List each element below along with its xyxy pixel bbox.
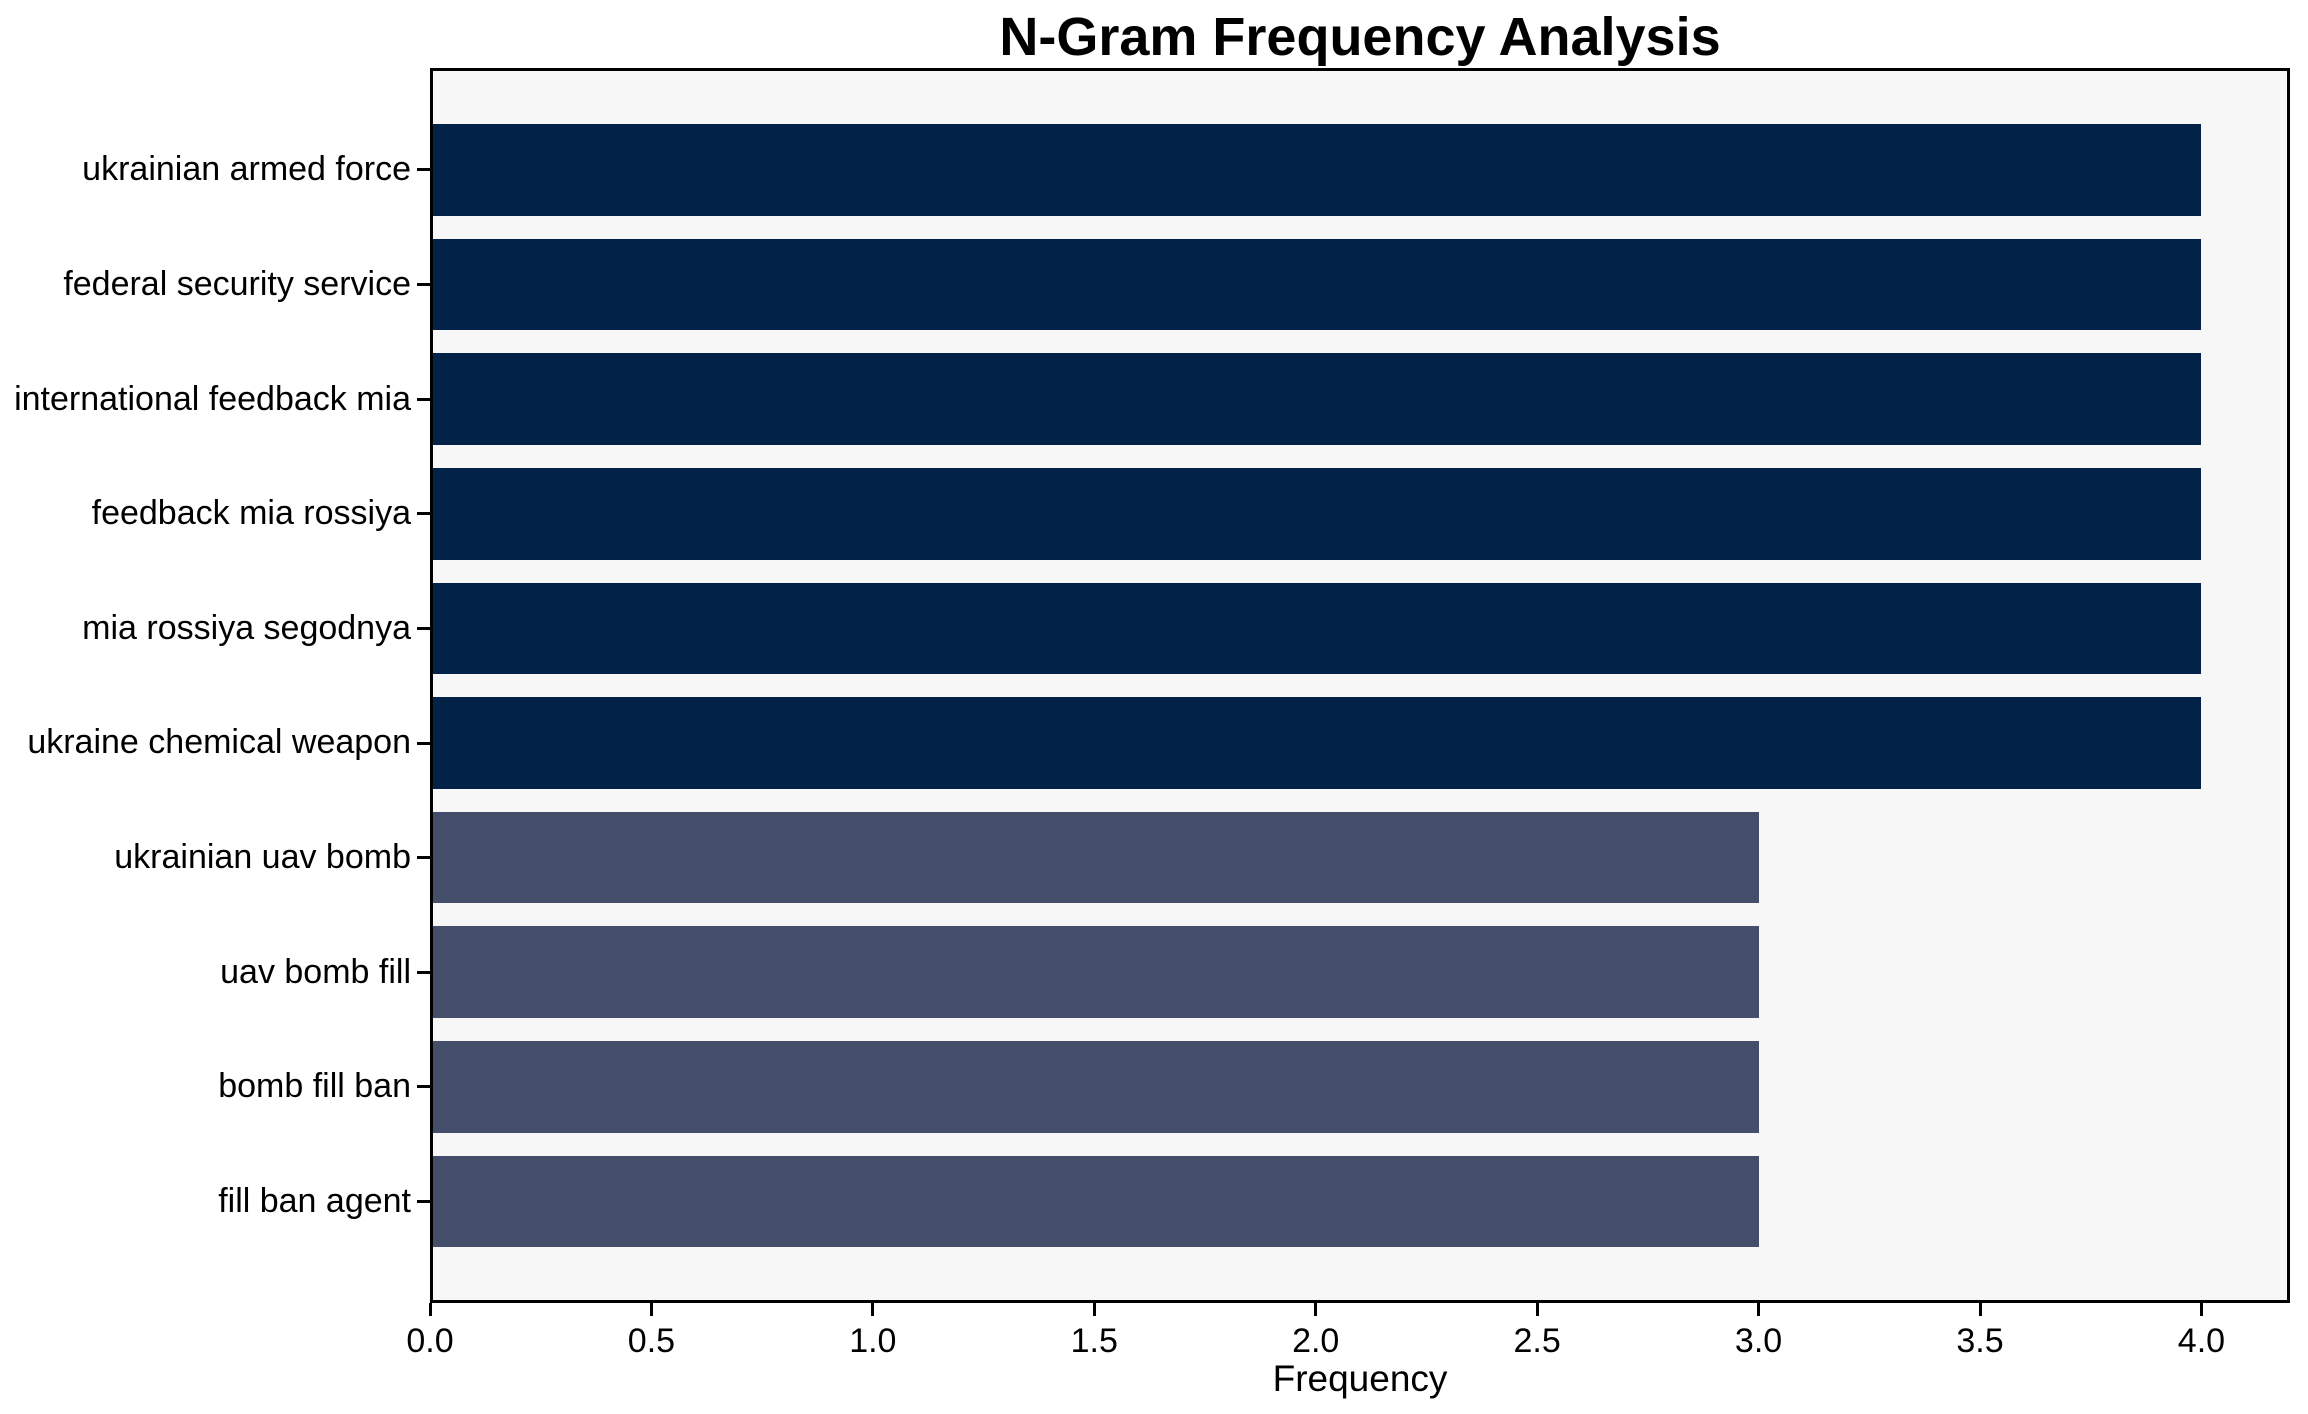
y-tick-mark: [417, 626, 430, 630]
x-tick-label: 0.5: [627, 1322, 676, 1360]
y-tick-mark: [417, 282, 430, 286]
y-tick-label: ukrainian uav bomb: [114, 838, 411, 877]
y-tick-mark: [417, 856, 430, 860]
bar-bomb-fill-ban: [430, 1041, 1759, 1133]
bar-ukraine-chemical-weapon: [430, 697, 2202, 789]
bar-ukrainian-armed-force: [430, 124, 2202, 216]
y-tick-label: uav bomb fill: [220, 952, 411, 991]
y-tick-mark: [417, 512, 430, 516]
bar-feedback-mia-rossiya: [430, 467, 2202, 560]
y-tick-label: bomb fill ban: [218, 1067, 411, 1106]
y-tick-mark: [417, 1200, 430, 1204]
x-tick-label: 3.0: [1734, 1322, 1783, 1360]
bar-international-feedback-mia: [430, 353, 2202, 445]
x-tick-mark: [1978, 1303, 1982, 1316]
y-tick-label: feedback mia rossiya: [91, 494, 411, 533]
x-tick-mark: [2199, 1303, 2203, 1316]
x-tick-mark: [1535, 1303, 1539, 1316]
x-tick-label: 4.0: [2177, 1322, 2226, 1360]
x-tick-label: 3.5: [1956, 1322, 2004, 1360]
y-tick-label: international feedback mia: [14, 379, 411, 418]
bar-mia-rossiya-segodnya: [430, 582, 2202, 675]
y-tick-mark: [417, 397, 430, 401]
bar-ukrainian-uav-bomb: [430, 811, 1759, 904]
bar-fill-ban-agent: [430, 1155, 1759, 1248]
x-tick-label: 2.5: [1513, 1322, 1561, 1360]
x-tick-mark: [1757, 1303, 1761, 1316]
y-tick-mark: [417, 741, 430, 745]
x-tick-label: 1.0: [849, 1322, 897, 1360]
chart-title: N-Gram Frequency Analysis: [999, 7, 1721, 67]
y-tick-mark: [417, 168, 430, 172]
y-tick-mark: [417, 1085, 430, 1089]
x-tick-mark: [871, 1303, 875, 1316]
x-tick-mark: [1314, 1303, 1318, 1316]
x-tick-mark: [1092, 1303, 1096, 1316]
x-tick-label: 1.5: [1070, 1322, 1118, 1360]
y-tick-label: mia rossiya segodnya: [82, 608, 411, 647]
x-tick-label: 2.0: [1292, 1322, 1340, 1360]
y-tick-label: ukrainian armed force: [82, 150, 411, 189]
x-tick-label: 0.0: [406, 1322, 454, 1360]
bar-federal-security-service: [430, 238, 2202, 331]
y-tick-mark: [417, 970, 430, 974]
plot-area: [430, 68, 2290, 1303]
bar-uav-bomb-fill: [430, 926, 1759, 1019]
x-tick-mark: [649, 1303, 653, 1316]
x-axis-title: Frequency: [1272, 1358, 1448, 1399]
y-tick-label: ukraine chemical weapon: [27, 723, 411, 762]
x-tick-mark: [428, 1303, 432, 1316]
y-tick-label: fill ban agent: [218, 1182, 411, 1220]
y-tick-label: federal security service: [63, 264, 411, 303]
